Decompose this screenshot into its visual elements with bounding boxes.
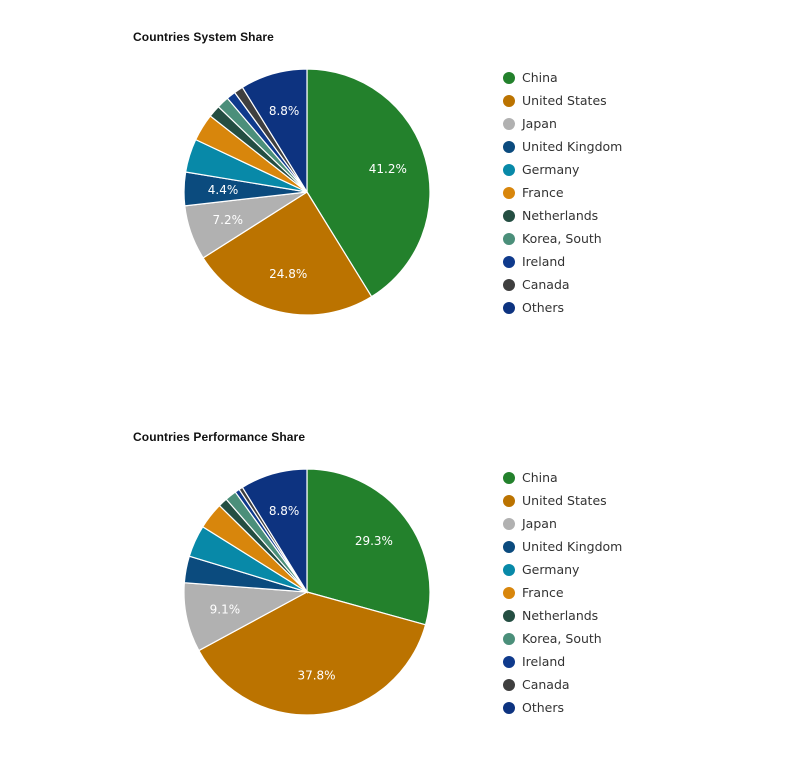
data-label-japan: 7.2% [213, 213, 244, 227]
legend-label: United Kingdom [522, 139, 623, 154]
legend-label: Canada [522, 277, 570, 292]
legend-item-netherlands: Netherlands [503, 604, 622, 627]
legend-swatch [503, 186, 515, 199]
legend-item-china: China [503, 66, 622, 89]
legend-swatch [503, 71, 515, 84]
legend-swatch [503, 517, 515, 530]
legend-swatch [503, 609, 515, 622]
pie-slice-china [306, 468, 431, 626]
legend-swatch [503, 632, 515, 645]
legend-swatch [503, 563, 515, 576]
legend-swatch [503, 494, 515, 507]
system-share-chart: Countries System Share 41.2% 24.8% 7.2% 4.4… [0, 0, 796, 378]
legend-label: France [522, 585, 564, 600]
legend-label: Netherlands [522, 608, 599, 623]
legend-label: Korea, South [522, 231, 602, 246]
pie-slice-united-states [198, 591, 427, 716]
data-label-united-states: 37.8% [297, 669, 335, 683]
pie-slice-others [241, 468, 308, 595]
legend-item-canada: Canada [503, 673, 622, 696]
legend-swatch [503, 94, 515, 107]
performance-share-pie: 29.3% 37.8% 9.1% 8.8% [183, 468, 431, 716]
legend-swatch [503, 586, 515, 599]
legend-label: France [522, 185, 564, 200]
legend-item-united-states: United States [503, 89, 622, 112]
chart-title: Countries Performance Share [133, 430, 306, 444]
legend-item-others: Others [503, 696, 622, 719]
legend-label: Canada [522, 677, 570, 692]
legend-swatch [503, 140, 515, 153]
legend-swatch [503, 255, 515, 268]
legend-item-germany: Germany [503, 158, 622, 181]
legend-item-france: France [503, 581, 622, 604]
legend-label: Japan [522, 516, 557, 531]
legend-label: Others [522, 700, 565, 715]
legend-swatch [503, 701, 515, 714]
legend-swatch [503, 209, 515, 222]
legend-item-korea-south: Korea, South [503, 227, 622, 250]
data-label-others: 8.8% [269, 504, 300, 518]
legend-item-japan: Japan [503, 512, 622, 535]
legend-item-others: Others [503, 296, 622, 319]
legend-item-japan: Japan [503, 112, 622, 135]
legend-item-ireland: Ireland [503, 250, 622, 273]
legend-label: United Kingdom [522, 539, 623, 554]
legend-label: Others [522, 300, 565, 315]
chart-title: Countries System Share [133, 30, 274, 44]
legend-swatch [503, 540, 515, 553]
legend-label: Japan [522, 116, 557, 131]
legend-swatch [503, 678, 515, 691]
legend-label: Ireland [522, 254, 566, 269]
legend-item-china: China [503, 466, 622, 489]
legend-label: China [522, 470, 558, 485]
system-share-legend: China United States Japan United Kingdom Ger… [503, 66, 622, 319]
legend-label: China [522, 70, 558, 85]
data-label-china: 29.3% [355, 534, 393, 548]
legend-item-france: France [503, 181, 622, 204]
legend-swatch [503, 278, 515, 291]
legend-item-korea-south: Korea, South [503, 627, 622, 650]
legend-item-germany: Germany [503, 558, 622, 581]
legend-label: United States [522, 493, 607, 508]
legend-swatch [503, 232, 515, 245]
performance-share-legend: China United States Japan United Kingdom Ger… [503, 466, 622, 719]
legend-label: Netherlands [522, 208, 599, 223]
system-share-pie: 41.2% 24.8% 7.2% 4.4% 8.8% [183, 68, 431, 316]
pie-slice-others [241, 68, 308, 195]
data-label-united-states: 24.8% [269, 267, 307, 281]
data-label-japan: 9.1% [210, 603, 241, 617]
legend-item-united-states: United States [503, 489, 622, 512]
pie-slice-china [306, 68, 431, 298]
legend-item-canada: Canada [503, 273, 622, 296]
legend-label: Korea, South [522, 631, 602, 646]
legend-swatch [503, 301, 515, 314]
legend-swatch [503, 163, 515, 176]
performance-share-chart: Countries Performance Share 29.3% 37.8% 9.… [0, 400, 796, 778]
legend-swatch [503, 471, 515, 484]
legend-swatch [503, 117, 515, 130]
data-label-china: 41.2% [369, 162, 407, 176]
legend-label: Ireland [522, 654, 566, 669]
legend-item-united-kingdom: United Kingdom [503, 535, 622, 558]
data-label-others: 8.8% [269, 104, 300, 118]
legend-swatch [503, 655, 515, 668]
legend-label: Germany [522, 562, 580, 577]
legend-label: United States [522, 93, 607, 108]
data-label-united-kingdom: 4.4% [208, 183, 239, 197]
legend-item-netherlands: Netherlands [503, 204, 622, 227]
pie-slice-united-states [202, 191, 373, 316]
legend-label: Germany [522, 162, 580, 177]
legend-item-united-kingdom: United Kingdom [503, 135, 622, 158]
legend-item-ireland: Ireland [503, 650, 622, 673]
